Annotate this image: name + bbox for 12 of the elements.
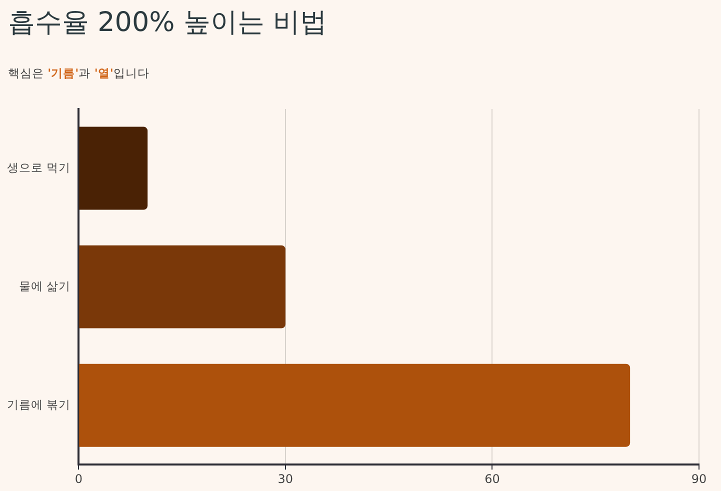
- x-tick-label: 30: [278, 472, 294, 486]
- y-tick-label: 기름에 볶기: [7, 397, 71, 412]
- bar: [79, 364, 630, 447]
- y-tick-label: 물에 삶기: [19, 278, 71, 293]
- bar: [79, 126, 148, 210]
- bar: [79, 245, 286, 328]
- x-tick-label: 60: [484, 472, 500, 486]
- x-tick-label: 0: [74, 472, 82, 486]
- x-tick-label: 90: [691, 472, 707, 486]
- chart-subtitle: 핵심은 '기름'과 '열'입니다: [8, 66, 150, 80]
- chart-title: 흡수율 200% 높이는 비법: [8, 6, 327, 40]
- y-tick-label: 생으로 먹기: [7, 160, 71, 174]
